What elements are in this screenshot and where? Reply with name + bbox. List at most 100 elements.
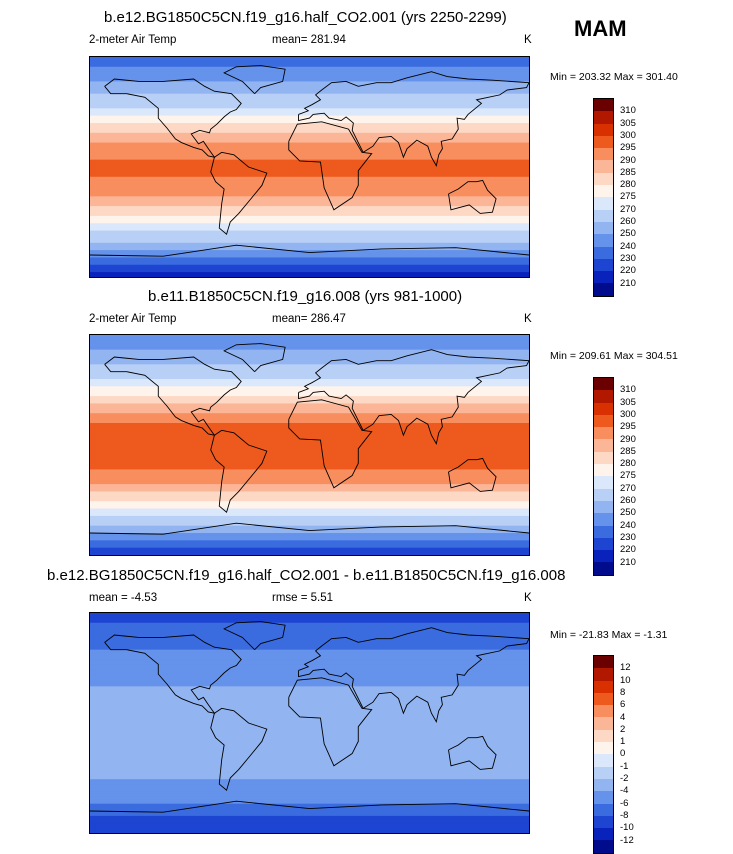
field-band: [90, 206, 529, 210]
field-band: [90, 240, 529, 244]
field-band: [90, 339, 529, 343]
panel-3-coastlines: [90, 621, 529, 813]
field-band: [90, 813, 529, 817]
panel-2-map-svg: [90, 335, 529, 555]
field-band: [90, 388, 529, 392]
field-band: [90, 366, 529, 370]
field-band: [90, 393, 529, 397]
colorbar-tick-label: 240: [620, 519, 636, 531]
colorbar-swatch: [594, 414, 613, 428]
colorbar-tick-label: 4: [620, 711, 626, 723]
colorbar-tick-label: -10: [620, 822, 634, 834]
field-band: [90, 545, 529, 549]
colorbar-tick-label: 290: [620, 433, 636, 445]
panel-1-title: b.e12.BG1850C5CN.f19_g16.half_CO2.001 (y…: [104, 9, 507, 26]
field-band: [90, 515, 529, 519]
field-band: [90, 508, 529, 512]
field-band: [90, 511, 529, 515]
colorbar-swatch: [594, 766, 613, 779]
colorbar-swatch: [594, 513, 613, 526]
colorbar-tick-label: 210: [620, 556, 636, 568]
field-band: [90, 93, 529, 97]
field-band: [90, 818, 529, 822]
field-band: [90, 457, 529, 461]
colorbar-swatch: [594, 803, 613, 816]
field-band: [90, 647, 529, 651]
panel-1-minmax: Min = 203.32 Max = 301.40: [550, 71, 678, 83]
field-band: [90, 274, 529, 277]
colorbar-tick-label: 260: [620, 495, 636, 506]
field-band: [90, 71, 529, 75]
field-band: [90, 108, 529, 112]
field-band: [90, 115, 529, 119]
coastline: [288, 121, 373, 211]
colorbar-swatch: [594, 111, 613, 124]
panel-1-units-label: K: [524, 34, 532, 46]
field-band: [90, 723, 529, 727]
panel-3-map: [89, 612, 530, 834]
panel-3-title: b.e12.BG1850C5CN.f19_g16.half_CO2.001 - …: [47, 567, 566, 584]
field-band: [90, 344, 529, 348]
field-band: [90, 69, 529, 73]
field-band: [90, 193, 529, 197]
colorbar-tick-label: 10: [620, 674, 631, 686]
field-band: [90, 186, 529, 190]
field-band: [90, 174, 529, 178]
field-band: [90, 808, 529, 812]
colorbar-swatch: [594, 390, 613, 403]
colorbar-tick-label: -2: [620, 773, 629, 784]
field-band: [90, 825, 529, 829]
field-band: [90, 83, 529, 87]
colorbar-swatch: [594, 197, 613, 210]
field-band: [90, 59, 529, 63]
colorbar-swatch: [594, 562, 613, 575]
colorbar-tick-label: 295: [620, 421, 636, 433]
field-band: [90, 815, 529, 819]
colorbar-swatch: [594, 656, 613, 669]
field-band: [90, 620, 529, 624]
field-band: [90, 674, 529, 678]
field-band: [90, 425, 529, 429]
colorbar-swatch: [594, 148, 613, 161]
colorbar-tick-label: 275: [620, 191, 636, 203]
field-band: [90, 767, 529, 771]
field-band: [90, 127, 529, 131]
field-band: [90, 162, 529, 166]
field-band: [90, 66, 529, 70]
colorbar-swatch: [594, 729, 613, 743]
colorbar-swatch: [594, 537, 613, 551]
field-band: [90, 233, 529, 237]
panel-1-variable-label: 2-meter Air Temp: [89, 34, 177, 46]
field-band: [90, 820, 529, 824]
panel-2-title: b.e11.B1850C5CN.f19_g16.008 (yrs 981-100…: [148, 288, 463, 305]
field-band: [90, 208, 529, 212]
colorbar-tick-label: -6: [620, 797, 629, 809]
coastline: [298, 71, 529, 168]
colorbar-tick-label: 0: [620, 748, 626, 760]
field-band: [90, 91, 529, 95]
colorbar-swatch: [594, 283, 613, 296]
field-band: [90, 484, 529, 488]
field-band: [90, 88, 529, 92]
field-band: [90, 405, 529, 409]
field-band: [90, 86, 529, 90]
field-band: [90, 533, 529, 537]
colorbar-swatch: [594, 427, 613, 440]
field-band: [90, 235, 529, 239]
field-band: [90, 688, 529, 692]
field-band: [90, 101, 529, 105]
field-band: [90, 230, 529, 234]
field-band: [90, 79, 529, 83]
field-band: [90, 169, 529, 173]
field-band: [90, 798, 529, 802]
colorbar-tick-label: 300: [620, 408, 636, 420]
field-band: [90, 496, 529, 500]
colorbar-swatch: [594, 99, 613, 112]
colorbar-swatch: [594, 258, 613, 272]
panel-3-mean-label: mean = -4.53: [89, 592, 158, 604]
panel-1-field: [90, 57, 529, 277]
field-band: [90, 686, 529, 690]
field-band: [90, 359, 529, 363]
coastline: [223, 65, 286, 94]
coastline: [223, 621, 286, 650]
